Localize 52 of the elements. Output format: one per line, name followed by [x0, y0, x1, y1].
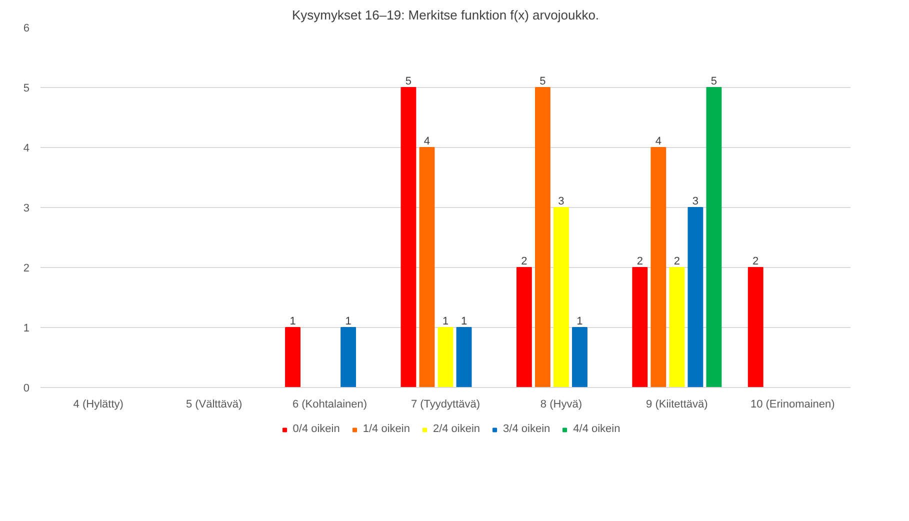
- data-label: 5: [710, 76, 718, 88]
- legend-label: 0/4 oikein: [292, 423, 340, 435]
- data-label: 4: [655, 136, 662, 148]
- legend-label: 4/4 oikein: [573, 423, 620, 435]
- data-label: 1: [576, 316, 583, 328]
- data-label: 1: [290, 316, 296, 328]
- x-tick-label: 7 (Tyydyttävä): [410, 398, 480, 410]
- data-label: 4: [424, 136, 430, 148]
- data-label: 1: [345, 316, 352, 328]
- bar: [419, 147, 435, 388]
- bar: [748, 267, 764, 388]
- bar: [516, 267, 532, 388]
- x-tick-label: 4 (Hylätty): [73, 398, 124, 410]
- bar: [340, 327, 356, 388]
- legend-label: 1/4 oikein: [362, 423, 410, 435]
- bar: [534, 87, 550, 388]
- bar: [706, 87, 722, 388]
- y-tick-label: 4: [23, 142, 30, 154]
- chart-title: Kysymykset 16–19: Merkitse funktion f(x) arvojoukko.: [292, 8, 600, 22]
- data-label: 1: [460, 316, 468, 328]
- data-label: 5: [405, 76, 412, 88]
- y-tick-label: 5: [23, 82, 30, 94]
- legend-label: 2/4 oikein: [432, 423, 480, 435]
- bar: [688, 207, 704, 388]
- data-label: 2: [752, 256, 759, 268]
- bar: [669, 267, 685, 388]
- data-label: 3: [558, 196, 564, 208]
- x-tick-label: 9 (Kiitettävä): [646, 398, 708, 410]
- bar: [400, 87, 416, 388]
- data-label: 2: [636, 256, 643, 268]
- x-tick-label: 6 (Kohtalainen): [292, 398, 368, 410]
- bar: [456, 327, 472, 388]
- bar: [438, 327, 454, 388]
- bar: [632, 267, 648, 388]
- y-tick-label: 3: [23, 202, 30, 214]
- data-label: 3: [692, 196, 699, 208]
- data-label: 2: [674, 256, 680, 268]
- bar: [285, 327, 300, 388]
- data-label: 1: [442, 316, 449, 328]
- y-tick-label: 2: [23, 262, 30, 274]
- bar: [650, 147, 666, 388]
- data-label: 5: [540, 76, 546, 88]
- bar: [572, 327, 588, 388]
- data-label: 2: [521, 256, 528, 268]
- y-tick-label: 0: [23, 382, 30, 394]
- y-tick-label: 1: [23, 322, 30, 334]
- x-tick-label: 5 (Välttävä): [186, 398, 242, 410]
- x-tick-label: 8 (Hyvä): [540, 398, 582, 410]
- x-tick-label: 10 (Erinomainen): [750, 398, 835, 410]
- y-tick-label: 6: [23, 22, 30, 34]
- bar: [553, 207, 569, 388]
- legend-label: 3/4 oikein: [503, 423, 550, 435]
